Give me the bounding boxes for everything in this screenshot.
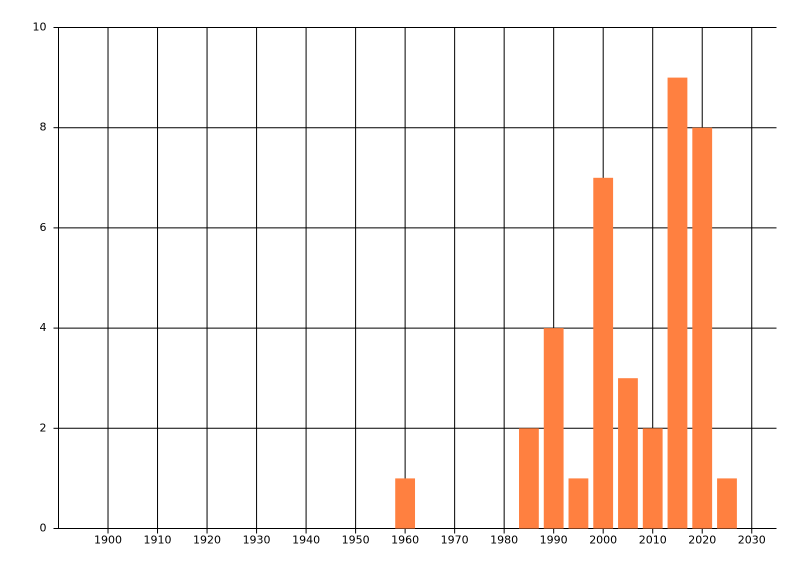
x-tick-label: 2030 (738, 534, 766, 547)
y-tick-label: 2 (40, 421, 47, 434)
y-tick-label: 0 (40, 522, 47, 535)
x-tick-label: 1980 (490, 534, 518, 547)
bar (642, 428, 663, 529)
x-tick-label: 1940 (292, 534, 320, 547)
x-tick-label: 2010 (639, 534, 667, 547)
y-tick-label: 4 (40, 321, 47, 334)
y-tick-label: 8 (40, 121, 47, 134)
bar (692, 127, 713, 529)
x-tick-label: 2020 (688, 534, 716, 547)
bar (618, 378, 638, 529)
x-tick-label: 1960 (391, 534, 419, 547)
x-tick-label: 1920 (193, 534, 221, 547)
bar (568, 478, 589, 529)
bar (519, 428, 539, 529)
x-tick-label: 1910 (144, 534, 172, 547)
bar (543, 328, 564, 529)
x-tick-label: 1970 (441, 534, 469, 547)
x-tick-label: 1930 (243, 534, 271, 547)
x-tick-label: 2000 (589, 534, 617, 547)
x-tick-label: 1990 (540, 534, 568, 547)
x-tick-label: 1900 (94, 534, 122, 547)
bar (593, 177, 614, 529)
x-tick-label: 1950 (342, 534, 370, 547)
bar (717, 478, 737, 529)
bar (667, 77, 688, 529)
y-tick-label: 10 (33, 21, 47, 34)
bar (395, 478, 416, 529)
y-tick-label: 6 (40, 221, 47, 234)
